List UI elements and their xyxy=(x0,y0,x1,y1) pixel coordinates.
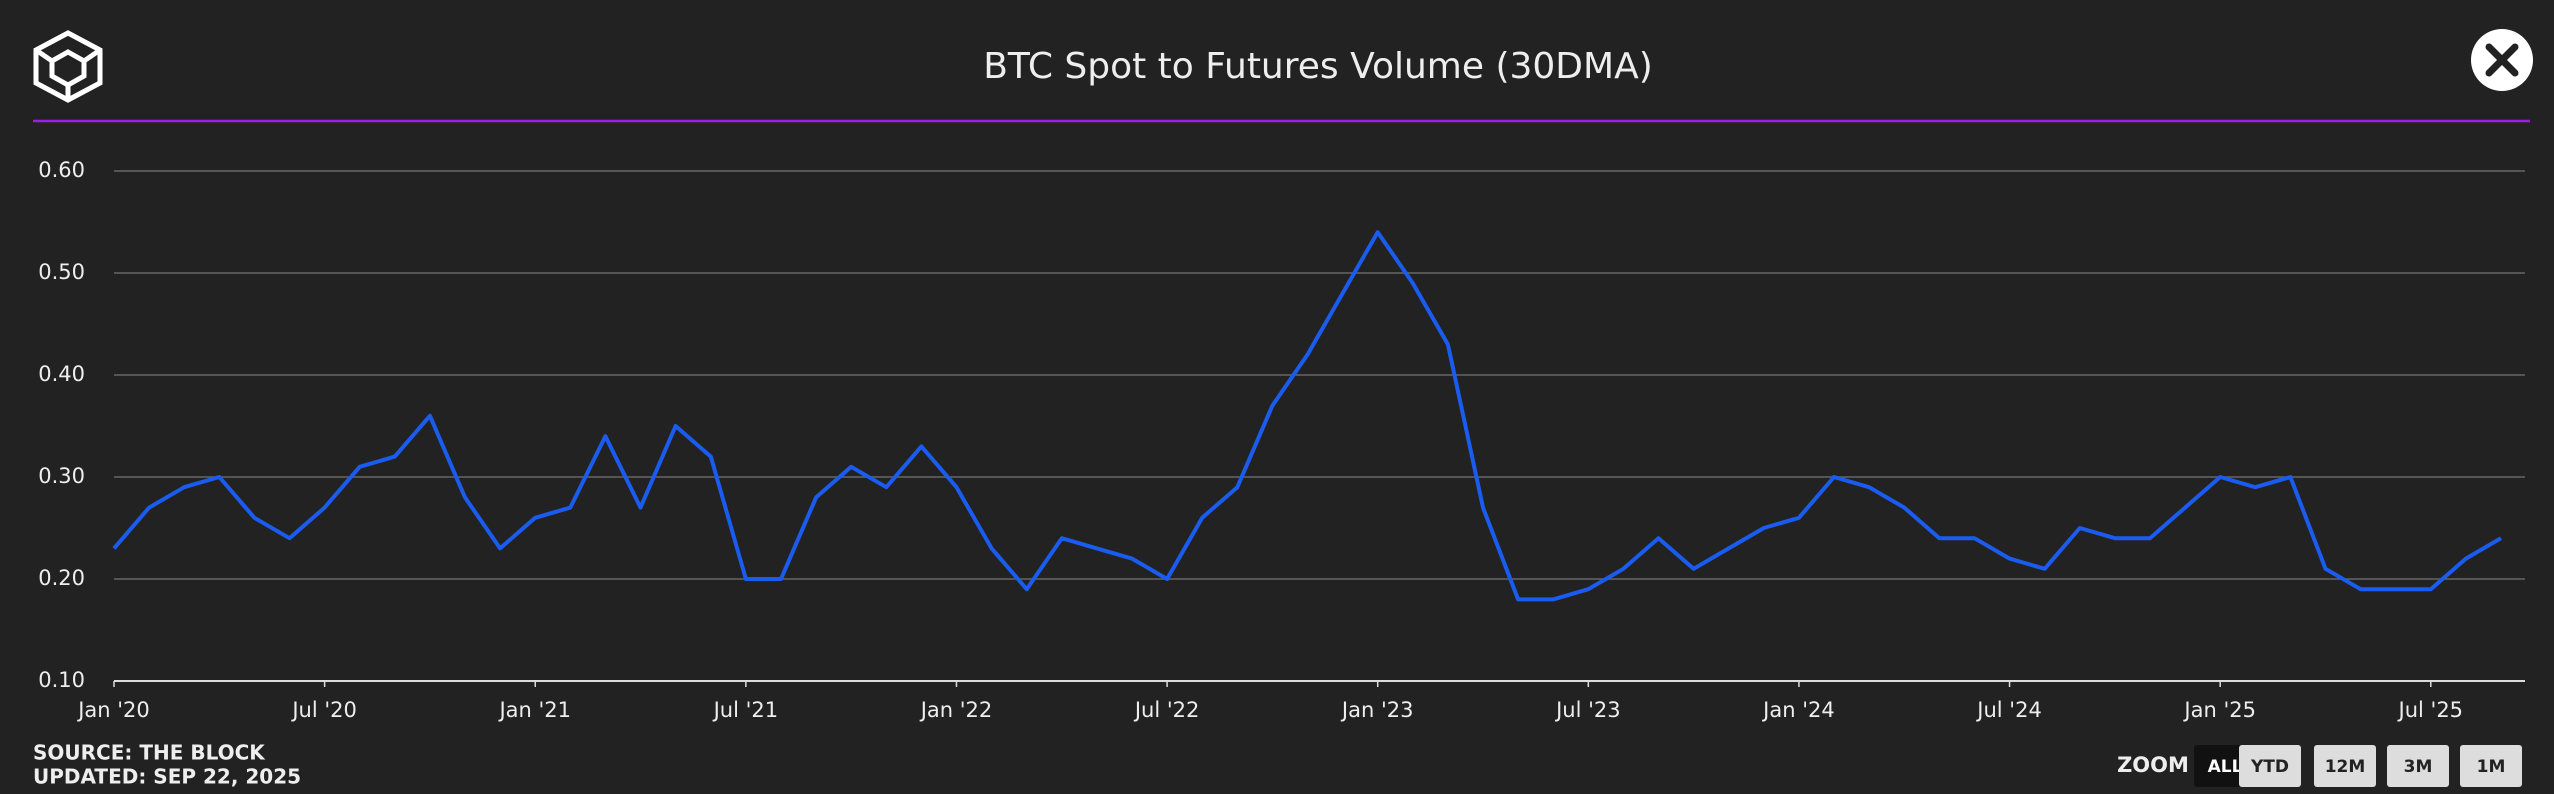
source: SOURCE: THE BLOCK xyxy=(33,741,266,765)
x-tick-label: Jan '25 xyxy=(2182,698,2256,722)
data-line xyxy=(112,230,2503,602)
x-tick-label: Jan '23 xyxy=(1340,698,1414,722)
x-tick-label: Jul '24 xyxy=(1975,698,2042,722)
chart-title: BTC Spot to Futures Volume (30DMA) xyxy=(983,46,1653,87)
x-tick-label: Jul '20 xyxy=(290,698,357,722)
x-tick-label: Jul '25 xyxy=(2397,698,2464,722)
x-tick-label: Jan '24 xyxy=(1761,698,1835,722)
y-tick-label: 0.10 xyxy=(38,668,85,692)
y-tick-label: 0.40 xyxy=(38,362,85,386)
zoom-button-label[interactable]: YTD xyxy=(2250,757,2289,777)
y-tick-label: 0.30 xyxy=(38,464,85,488)
x-tick-label: Jul '21 xyxy=(712,698,779,722)
x-tick-label: Jul '23 xyxy=(1554,698,1621,722)
y-tick-label: 0.60 xyxy=(38,158,85,182)
zoom-button-label[interactable]: 12M xyxy=(2325,757,2366,777)
zoom-button[interactable] xyxy=(2460,745,2522,787)
x-tick-label: Jan '20 xyxy=(76,698,150,722)
x-tick-label: Jan '22 xyxy=(919,698,993,722)
zoom-button[interactable] xyxy=(2314,745,2376,787)
y-tick-label: 0.20 xyxy=(38,566,85,590)
y-tick-label: 0.50 xyxy=(38,260,85,284)
zoom-button[interactable] xyxy=(2387,745,2449,787)
zoom-button-label[interactable]: 3M xyxy=(2404,757,2433,777)
zoom-button-label[interactable]: 1M xyxy=(2477,757,2506,777)
x-tick-label: Jul '22 xyxy=(1133,698,1200,722)
close-button[interactable] xyxy=(2471,29,2533,91)
logo xyxy=(33,30,103,103)
zoom-button[interactable] xyxy=(2239,745,2301,787)
updated: UPDATED: SEP 22, 2025 xyxy=(33,765,301,789)
zoom-button-label[interactable]: ALL xyxy=(2208,757,2243,777)
zoom-label: ZOOM xyxy=(2117,753,2189,777)
x-tick-label: Jan '21 xyxy=(497,698,571,722)
